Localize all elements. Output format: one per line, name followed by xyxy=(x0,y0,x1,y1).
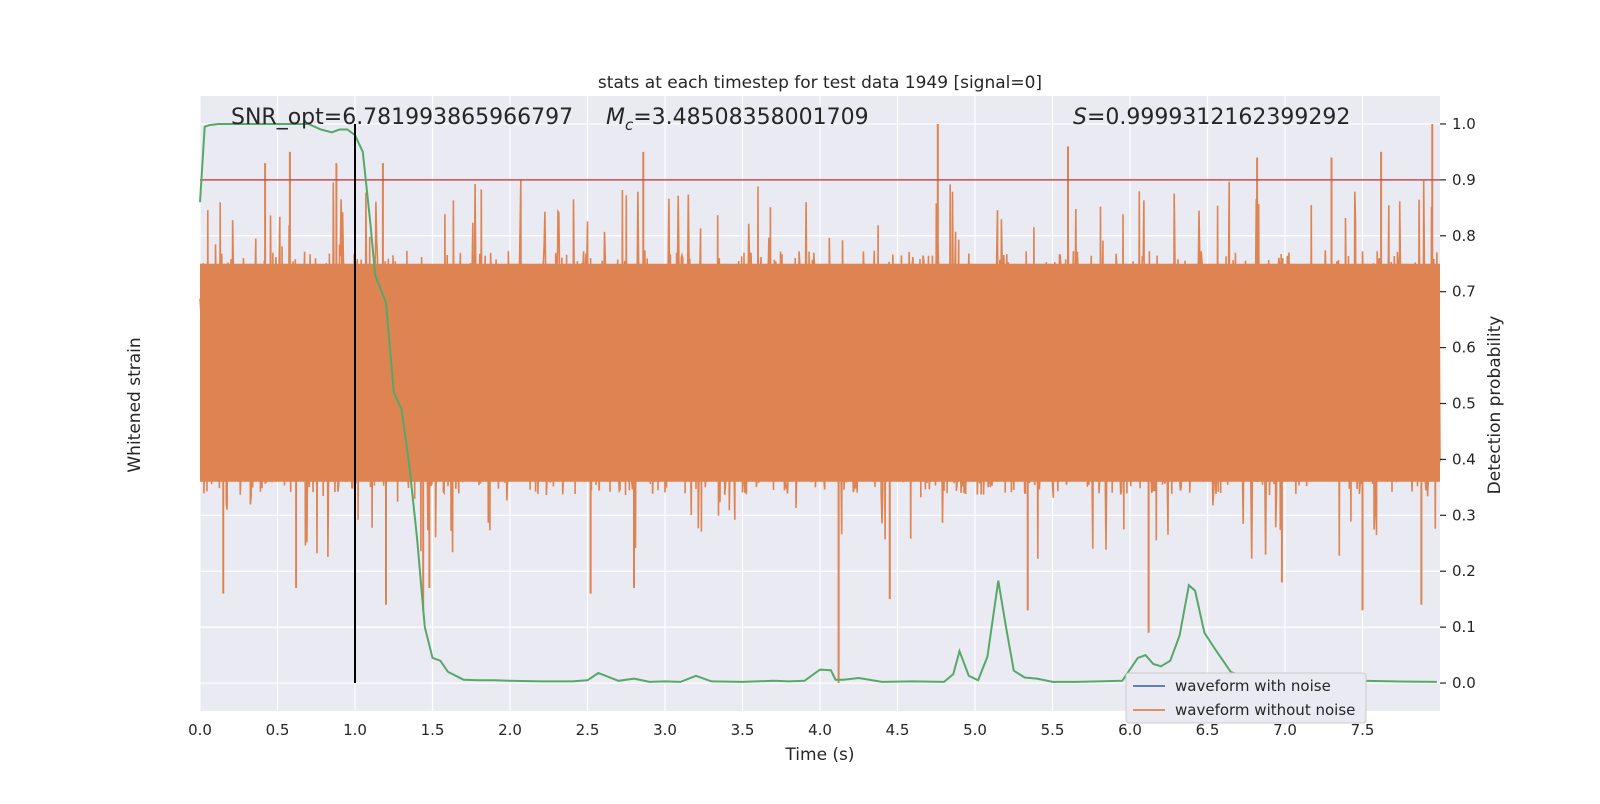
x-axis-label: Time (s) xyxy=(784,745,854,765)
y-tick-label: 0.7 xyxy=(1452,283,1476,301)
chart-title: stats at each timestep for test data 194… xyxy=(598,73,1042,93)
y-tick-label: 0.6 xyxy=(1452,339,1476,357)
x-tick-label: 7.0 xyxy=(1273,721,1297,739)
x-tick-label: 5.0 xyxy=(963,721,987,739)
y-axis-left-label: Whitened strain xyxy=(125,337,145,472)
y-tick-label: 1.0 xyxy=(1452,115,1476,133)
x-tick-label: 6.0 xyxy=(1118,721,1142,739)
legend: waveform with noise waveform without noi… xyxy=(1125,672,1367,724)
y-tick-label: 0.0 xyxy=(1452,674,1476,692)
y-tick-label: 0.3 xyxy=(1452,506,1476,524)
series-waveform-without-noise xyxy=(199,123,1441,684)
x-axis-ticks: 0.0 0.5 1.0 1.5 2.0 2.5 3.0 3.5 4.0 4.5 5.0 5.5 6.0 6… xyxy=(188,721,1374,739)
x-tick-label: 5.5 xyxy=(1041,721,1065,739)
chirp-mass-subscript: c xyxy=(625,116,634,134)
probability-line-group xyxy=(199,123,1437,683)
x-tick-label: 3.0 xyxy=(653,721,677,739)
detection-probability-line xyxy=(199,123,1437,683)
x-tick-label: 4.5 xyxy=(886,721,910,739)
y-axis-right-label: Detection probability xyxy=(1485,316,1505,495)
s-symbol: S xyxy=(1073,105,1087,130)
y-tick-label: 0.8 xyxy=(1452,227,1476,245)
x-tick-label: 1.0 xyxy=(343,721,367,739)
x-tick-label: 1.5 xyxy=(421,721,445,739)
s-value: =0.9999312162399292 xyxy=(1087,105,1350,130)
chirp-mass-symbol: M xyxy=(606,105,625,130)
legend-box xyxy=(1125,672,1367,724)
x-tick-label: 0.5 xyxy=(266,721,290,739)
x-tick-label: 2.0 xyxy=(498,721,522,739)
chirp-mass-value: =3.48508358001709 xyxy=(633,105,868,130)
y-tick-label: 0.1 xyxy=(1452,618,1476,636)
chirp-mass-annotation: Mc=3.48508358001709 xyxy=(606,105,869,134)
legend-label-with-noise: waveform with noise xyxy=(1175,677,1331,695)
y-tick-label: 0.2 xyxy=(1452,562,1476,580)
y-axis-right-ticks: 0.0 0.1 0.2 0.3 0.4 0.5 0.6 0.7 0.8 0.9 1.0 xyxy=(1440,115,1476,692)
x-tick-label: 6.5 xyxy=(1196,721,1220,739)
x-tick-label: 2.5 xyxy=(576,721,600,739)
legend-label-without-noise: waveform without noise xyxy=(1175,701,1355,719)
x-tick-label: 4.0 xyxy=(808,721,832,739)
y-tick-label: 0.4 xyxy=(1452,450,1476,468)
x-tick-label: 0.0 xyxy=(188,721,212,739)
snr-annotation: SNR_opt=6.781993865966797 xyxy=(231,105,573,130)
y-tick-label: 0.5 xyxy=(1452,395,1476,413)
x-tick-label: 7.5 xyxy=(1351,721,1375,739)
y-tick-label: 0.9 xyxy=(1452,171,1476,189)
s-annotation: S=0.9999312162399292 xyxy=(1073,105,1350,130)
x-tick-label: 3.5 xyxy=(731,721,755,739)
